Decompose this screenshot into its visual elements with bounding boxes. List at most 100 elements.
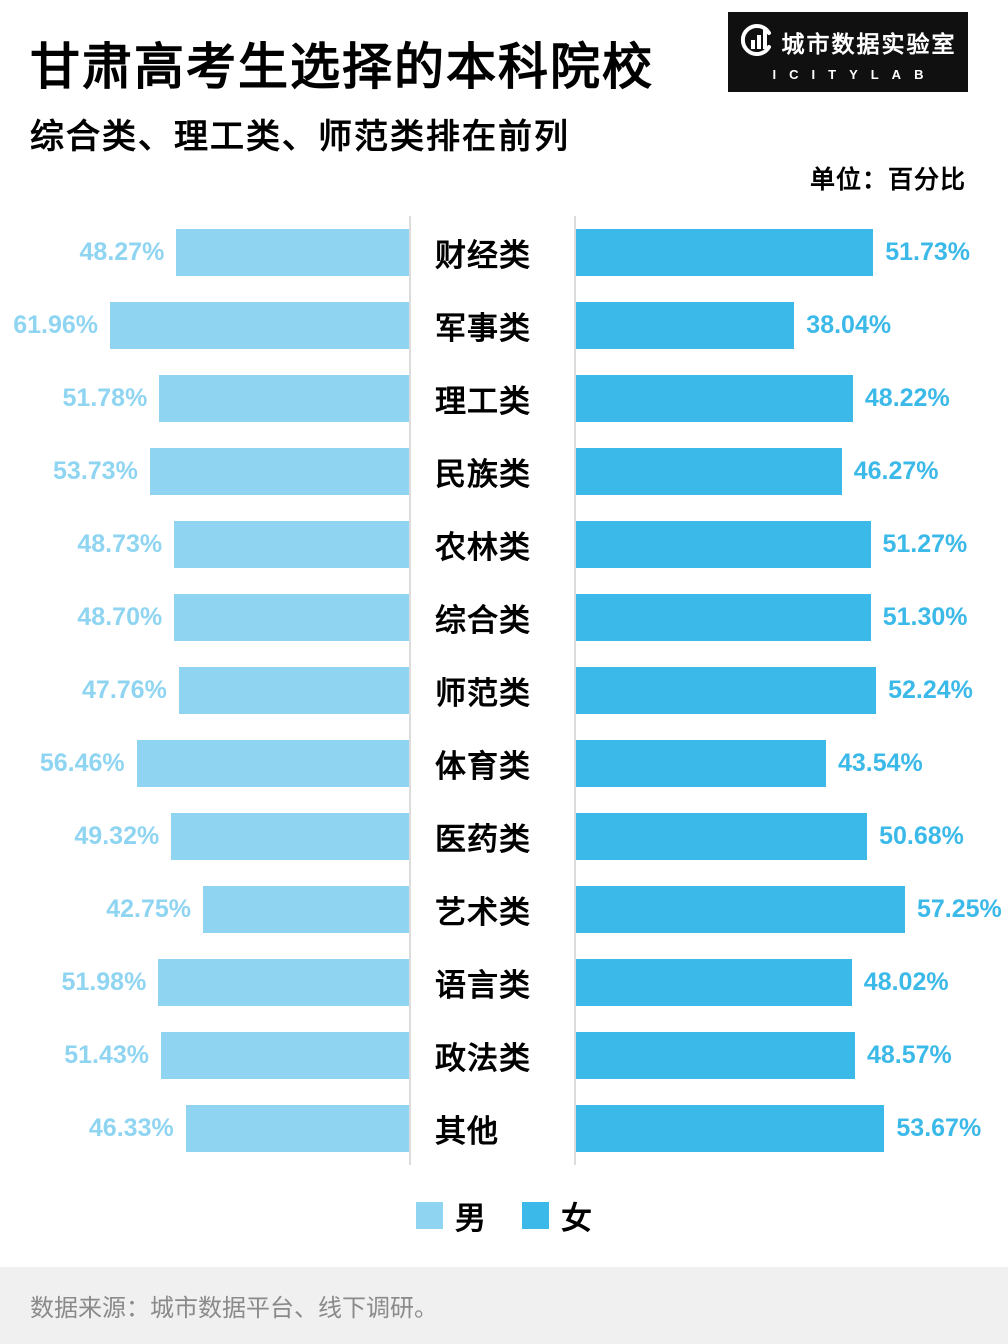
category-label: 师范类 — [435, 676, 531, 711]
male-value-label: 49.32% — [74, 822, 160, 850]
page-title: 甘肃高考生选择的本科院校 — [30, 39, 654, 95]
chart-row: 47.76% 师范类 52.24% — [0, 654, 1008, 727]
footer: 数据来源：城市数据平台、线下调研。 — [0, 1267, 1008, 1344]
axis-line-right — [574, 216, 576, 1165]
male-legend-swatch — [416, 1202, 443, 1229]
brand-logo: 城市数据实验室 ICITYLAB — [728, 12, 968, 92]
male-bar-cell: 51.98% — [0, 959, 410, 1006]
female-bar — [575, 521, 871, 568]
female-bar-cell: 46.27% — [575, 448, 1008, 495]
chart-row: 51.43% 政法类 48.57% — [0, 1019, 1008, 1092]
female-value-label: 51.30% — [882, 603, 968, 631]
category-label: 民族类 — [435, 457, 531, 492]
legend-item-male: 男 — [416, 1193, 486, 1238]
female-bar — [575, 229, 874, 276]
male-bar — [176, 229, 410, 276]
category-label: 其他 — [435, 1114, 499, 1149]
male-bar — [110, 302, 410, 349]
female-value-label: 48.57% — [867, 1041, 952, 1069]
female-value-label: 48.02% — [863, 968, 949, 996]
male-value-label: 48.70% — [77, 603, 163, 631]
female-legend-swatch — [522, 1202, 549, 1229]
female-bar-cell: 48.57% — [575, 1032, 1008, 1079]
category-label: 艺术类 — [435, 895, 531, 930]
male-bar — [174, 594, 410, 641]
chart-row: 51.98% 语言类 48.02% — [0, 946, 1008, 1019]
female-bar-cell: 57.25% — [575, 886, 1008, 933]
male-value-label: 47.76% — [82, 676, 167, 704]
male-bar — [136, 740, 410, 787]
chart-row: 51.78% 理工类 48.22% — [0, 362, 1008, 435]
female-value-label: 53.67% — [896, 1114, 982, 1142]
female-bar-cell: 48.22% — [575, 375, 1008, 422]
female-value-label: 46.27% — [853, 457, 939, 485]
male-value-label: 56.46% — [39, 749, 125, 777]
female-bar — [575, 1032, 855, 1079]
male-value-label: 61.96% — [13, 311, 98, 339]
female-bar — [575, 886, 905, 933]
female-value-label: 38.04% — [806, 311, 892, 339]
female-bar — [575, 448, 842, 495]
female-bar-cell: 51.27% — [575, 521, 1008, 568]
male-value-label: 48.73% — [77, 530, 163, 558]
category-label: 军事类 — [435, 311, 531, 346]
male-bar-cell: 48.27% — [0, 229, 410, 276]
female-legend-label: 女 — [561, 1201, 592, 1236]
data-source-text: 数据来源：城市数据平台、线下调研。 — [30, 1295, 438, 1322]
legend: 男 女 — [0, 1193, 1008, 1238]
chart-rows: 48.27% 财经类 51.73% 61.96% 军事类 38.04% 51.78% 理工类 4… — [0, 216, 1008, 1165]
chart-row: 48.73% 农林类 51.27% — [0, 508, 1008, 581]
male-value-label: 48.27% — [79, 238, 165, 266]
brand-subname: ICITYLAB — [772, 66, 937, 82]
female-value-label: 43.54% — [838, 749, 923, 777]
category-label: 语言类 — [435, 968, 531, 1003]
chart-row: 46.33% 其他 53.67% — [0, 1092, 1008, 1165]
male-bar — [149, 448, 410, 495]
male-bar-cell: 48.70% — [0, 594, 410, 641]
male-bar — [161, 1032, 410, 1079]
chart-row: 61.96% 军事类 38.04% — [0, 289, 1008, 362]
chart-row: 49.32% 医药类 50.68% — [0, 800, 1008, 873]
category-label: 医药类 — [435, 822, 531, 857]
male-bar-cell: 61.96% — [0, 302, 410, 349]
category-label: 综合类 — [435, 603, 531, 638]
butterfly-chart: 48.27% 财经类 51.73% 61.96% 军事类 38.04% 51.78% 理工类 4… — [0, 216, 1008, 1165]
male-legend-label: 男 — [455, 1201, 486, 1236]
chart-row: 56.46% 体育类 43.54% — [0, 727, 1008, 800]
female-bar-cell: 53.67% — [575, 1105, 1008, 1152]
female-value-label: 48.22% — [864, 384, 950, 412]
bar-chart-arc-icon — [740, 23, 774, 62]
brand-name: 城市数据实验室 — [781, 31, 957, 57]
male-value-label: 46.33% — [88, 1114, 174, 1142]
female-value-label: 51.73% — [885, 238, 970, 266]
female-value-label: 57.25% — [917, 895, 1002, 923]
male-bar-cell: 51.78% — [0, 375, 410, 422]
female-value-label: 52.24% — [888, 676, 973, 704]
female-bar-cell: 50.68% — [575, 813, 1008, 860]
axis-line-left — [409, 216, 411, 1165]
page-subtitle: 综合类、理工类、师范类排在前列 — [30, 118, 570, 156]
male-bar-cell: 51.43% — [0, 1032, 410, 1079]
male-bar-cell: 53.73% — [0, 448, 410, 495]
female-bar — [575, 959, 852, 1006]
male-bar-cell: 48.73% — [0, 521, 410, 568]
female-value-label: 50.68% — [879, 822, 964, 850]
female-bar — [575, 1105, 885, 1152]
male-value-label: 51.98% — [61, 968, 147, 996]
male-bar-cell: 56.46% — [0, 740, 410, 787]
female-bar — [575, 740, 826, 787]
male-bar — [159, 375, 410, 422]
male-bar-cell: 46.33% — [0, 1105, 410, 1152]
category-label: 体育类 — [435, 749, 531, 784]
legend-item-female: 女 — [522, 1193, 592, 1238]
male-bar — [174, 521, 410, 568]
category-label: 财经类 — [435, 238, 531, 273]
male-bar-cell: 49.32% — [0, 813, 410, 860]
header: 甘肃高考生选择的本科院校 综合类、理工类、师范类排在前列 — [0, 0, 1008, 158]
female-bar-cell: 52.24% — [575, 667, 1008, 714]
male-value-label: 53.73% — [53, 457, 138, 485]
female-bar — [575, 375, 853, 422]
male-bar — [203, 886, 410, 933]
male-value-label: 51.78% — [62, 384, 148, 412]
female-bar — [575, 667, 877, 714]
